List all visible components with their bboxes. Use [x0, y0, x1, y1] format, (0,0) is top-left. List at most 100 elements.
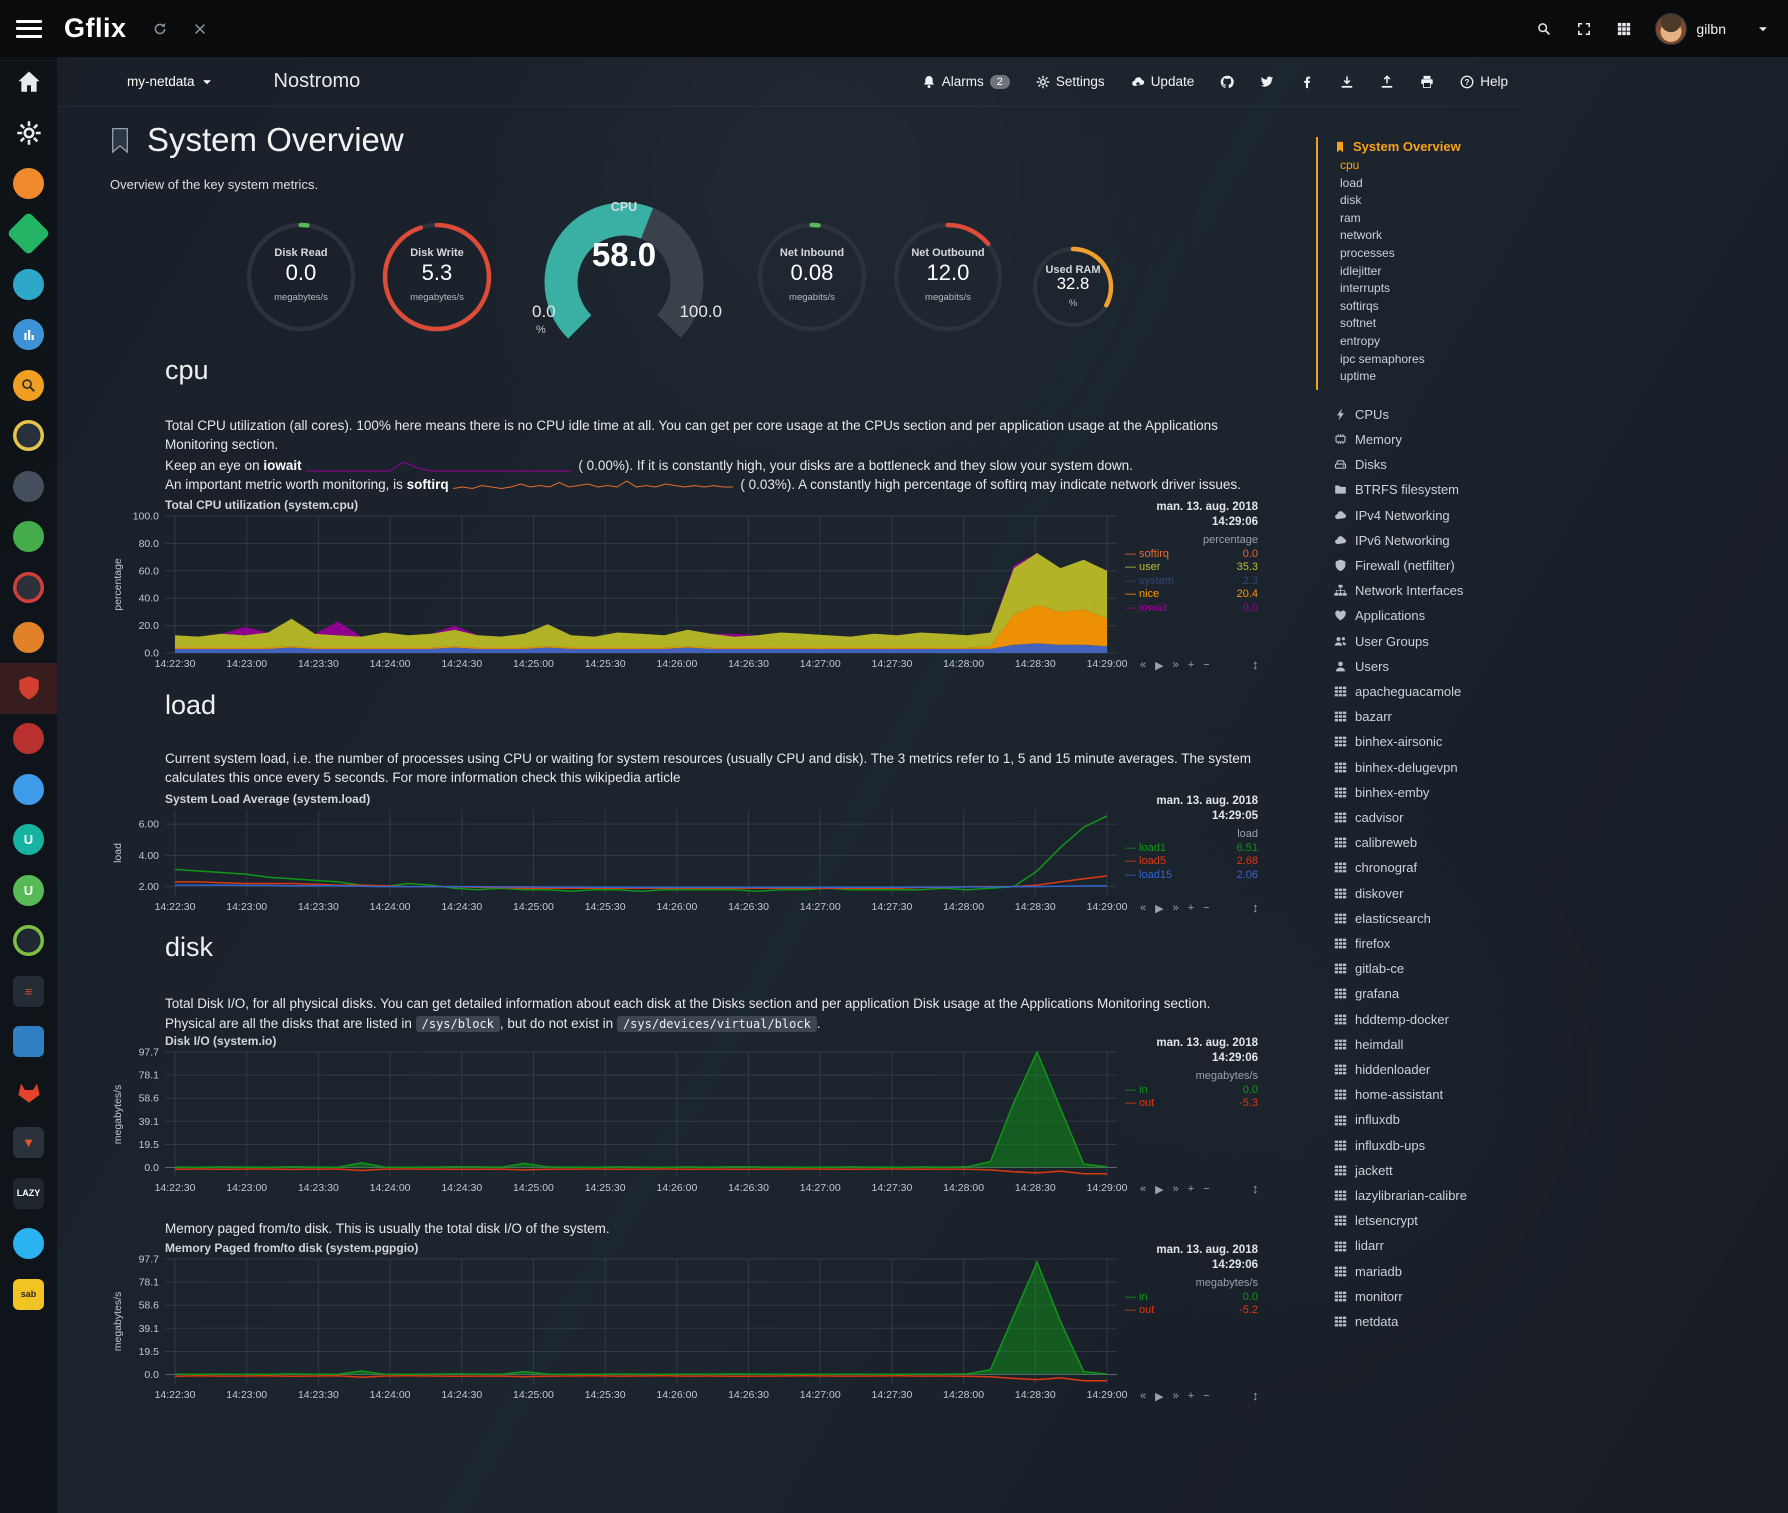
legend-item-system[interactable]: — system 2.3	[1125, 574, 1258, 587]
app-icon-red-download[interactable]: ▼	[0, 1118, 57, 1169]
legend-item-load1[interactable]: — load1 6.51	[1125, 841, 1258, 854]
chart-plot[interactable]: 14:22:30 14:23:00 14:23:30 14:24:00 14:24:30…	[110, 1255, 1129, 1406]
chart-resize-handle[interactable]: ↕	[1252, 900, 1259, 915]
menu-icon[interactable]	[16, 19, 42, 38]
menu-item-network-interfaces[interactable]: Network Interfaces	[1334, 578, 1788, 603]
chart-resize-handle[interactable]: ↕	[1252, 1388, 1259, 1403]
menu-item-load[interactable]: load	[1340, 175, 1363, 190]
menu-item-firewall-netfilter-[interactable]: Firewall (netfilter)	[1334, 553, 1788, 578]
app-icon-green-diamond[interactable]	[0, 209, 57, 260]
menu-item-mariadb[interactable]: mariadb	[1334, 1259, 1788, 1284]
zoom-out-icon[interactable]: −	[1203, 902, 1210, 914]
menu-item-home-assistant[interactable]: home-assistant	[1334, 1082, 1788, 1107]
pan-left-icon[interactable]: «	[1140, 1183, 1147, 1195]
pan-left-icon[interactable]: «	[1140, 659, 1147, 671]
menu-item-cadvisor[interactable]: cadvisor	[1334, 805, 1788, 830]
menu-item-diskover[interactable]: diskover	[1334, 881, 1788, 906]
fullscreen-icon[interactable]	[1577, 22, 1591, 36]
legend-item-user[interactable]: — user 35.3	[1125, 561, 1258, 574]
chart-plot[interactable]: 14:22:30 14:23:00 14:23:30 14:24:00 14:24:30…	[110, 512, 1129, 675]
app-icon-blue-droplet[interactable]	[0, 1219, 57, 1270]
pan-right-icon[interactable]: »	[1172, 1390, 1179, 1402]
play-icon[interactable]: ▶	[1155, 903, 1164, 915]
app-icon-sab-badge[interactable]: sab	[0, 1269, 57, 1320]
menu-item-hddtemp-docker[interactable]: hddtemp-docker	[1334, 1007, 1788, 1032]
close-icon[interactable]	[193, 22, 207, 36]
menu-item-netdata[interactable]: netdata	[1334, 1309, 1788, 1334]
menu-item-network[interactable]: network	[1340, 228, 1383, 243]
app-icon-signal-tile[interactable]: ≡	[0, 966, 57, 1017]
pan-right-icon[interactable]: »	[1172, 659, 1179, 671]
menu-item-users[interactable]: Users	[1334, 654, 1788, 679]
zoom-in-icon[interactable]: +	[1187, 1183, 1195, 1195]
hostname[interactable]: Nostromo	[273, 70, 361, 92]
app-icon-orange-swirl[interactable]	[0, 158, 57, 209]
menu-item-letsencrypt[interactable]: letsencrypt	[1334, 1208, 1788, 1233]
menu-item-idlejitter[interactable]: idlejitter	[1340, 263, 1382, 278]
chart-plot[interactable]: 14:22:30 14:23:00 14:23:30 14:24:00 14:24:30…	[110, 806, 1129, 918]
menu-system-overview-label[interactable]: System Overview	[1334, 137, 1788, 157]
app-icon-teal-u[interactable]: U	[0, 815, 57, 866]
menu-item-user-groups[interactable]: User Groups	[1334, 629, 1788, 654]
pan-right-icon[interactable]: »	[1172, 902, 1179, 914]
menu-item-lidarr[interactable]: lidarr	[1334, 1233, 1788, 1258]
menu-item-softnet[interactable]: softnet	[1340, 316, 1377, 331]
menu-item-softirqs[interactable]: softirqs	[1340, 298, 1379, 313]
user-caret-icon[interactable]	[1752, 22, 1770, 36]
app-icon-red-shield[interactable]	[0, 663, 57, 714]
legend-item-softirq[interactable]: — softirq 0.0	[1125, 547, 1258, 560]
menu-item-chronograf[interactable]: chronograf	[1334, 855, 1788, 880]
menu-item-firefox[interactable]: firefox	[1334, 931, 1788, 956]
zoom-in-icon[interactable]: +	[1187, 659, 1195, 671]
menu-item-grafana[interactable]: grafana	[1334, 981, 1788, 1006]
menu-item-binhex-airsonic[interactable]: binhex-airsonic	[1334, 729, 1788, 754]
menu-item-binhex-delugevpn[interactable]: binhex-delugevpn	[1334, 755, 1788, 780]
app-icon-slate-disc[interactable]	[0, 461, 57, 512]
home-icon[interactable]	[0, 57, 57, 108]
menu-item-entropy[interactable]: entropy	[1340, 333, 1381, 348]
nd-nav-github[interactable]	[1220, 75, 1234, 89]
menu-item-applications[interactable]: Applications	[1334, 603, 1788, 628]
menu-item-hiddenloader[interactable]: hiddenloader	[1334, 1057, 1788, 1082]
legend-item-in[interactable]: — in 0.0	[1125, 1083, 1258, 1096]
chart-resize-handle[interactable]: ↕	[1252, 657, 1259, 672]
menu-item-binhex-emby[interactable]: binhex-emby	[1334, 780, 1788, 805]
menu-item-influxdb-ups[interactable]: influxdb-ups	[1334, 1133, 1788, 1158]
legend-item-in[interactable]: — in 0.0	[1125, 1290, 1258, 1303]
username[interactable]: gilbn	[1696, 20, 1726, 37]
menu-item-interrupts[interactable]: interrupts	[1340, 281, 1391, 296]
chart-toolbox[interactable]: « ▶ » + −	[1140, 659, 1210, 672]
nd-nav-twitter[interactable]	[1260, 75, 1274, 89]
play-icon[interactable]: ▶	[1155, 1184, 1164, 1196]
app-icon-lazy-badge[interactable]: LAZY	[0, 1168, 57, 1219]
menu-item-calibreweb[interactable]: calibreweb	[1334, 830, 1788, 855]
play-icon[interactable]: ▶	[1155, 1391, 1164, 1403]
zoom-in-icon[interactable]: +	[1187, 1390, 1195, 1402]
menu-item-cpu[interactable]: cpu	[1340, 158, 1360, 172]
menu-item-disk[interactable]: disk	[1340, 193, 1362, 208]
menu-item-elasticsearch[interactable]: elasticsearch	[1334, 906, 1788, 931]
chart-resize-handle[interactable]: ↕	[1252, 1181, 1259, 1196]
nd-nav-settings[interactable]: Settings	[1036, 74, 1105, 89]
chart-plot[interactable]: 14:22:30 14:23:00 14:23:30 14:24:00 14:24:30…	[110, 1048, 1129, 1199]
nd-nav-help[interactable]: ? Help	[1460, 74, 1508, 89]
menu-item-apacheguacamole[interactable]: apacheguacamole	[1334, 679, 1788, 704]
chart-toolbox[interactable]: « ▶ » + −	[1140, 1183, 1210, 1196]
pan-left-icon[interactable]: «	[1140, 1390, 1147, 1402]
nd-nav-upload[interactable]	[1380, 74, 1394, 89]
zoom-out-icon[interactable]: −	[1203, 1183, 1210, 1195]
zoom-out-icon[interactable]: −	[1203, 659, 1210, 671]
app-icon-dark-radar[interactable]	[0, 411, 57, 462]
apps-grid-icon[interactable]	[1617, 22, 1631, 36]
settings-gear-icon[interactable]	[0, 108, 57, 159]
legend-item-load5[interactable]: — load5 2.68	[1125, 855, 1258, 868]
menu-item-bazarr[interactable]: bazarr	[1334, 704, 1788, 729]
menu-item-influxdb[interactable]: influxdb	[1334, 1107, 1788, 1132]
menu-item-ipv4-networking[interactable]: IPv4 Networking	[1334, 503, 1788, 528]
menu-item-ram[interactable]: ram	[1340, 210, 1361, 225]
app-icon-green-u[interactable]: U	[0, 865, 57, 916]
menu-item-gitlab-ce[interactable]: gitlab-ce	[1334, 956, 1788, 981]
menu-item-lazylibrarian-calibre[interactable]: lazylibrarian-calibre	[1334, 1183, 1788, 1208]
user-avatar[interactable]	[1655, 12, 1688, 45]
app-icon-red-cluster[interactable]	[0, 714, 57, 765]
